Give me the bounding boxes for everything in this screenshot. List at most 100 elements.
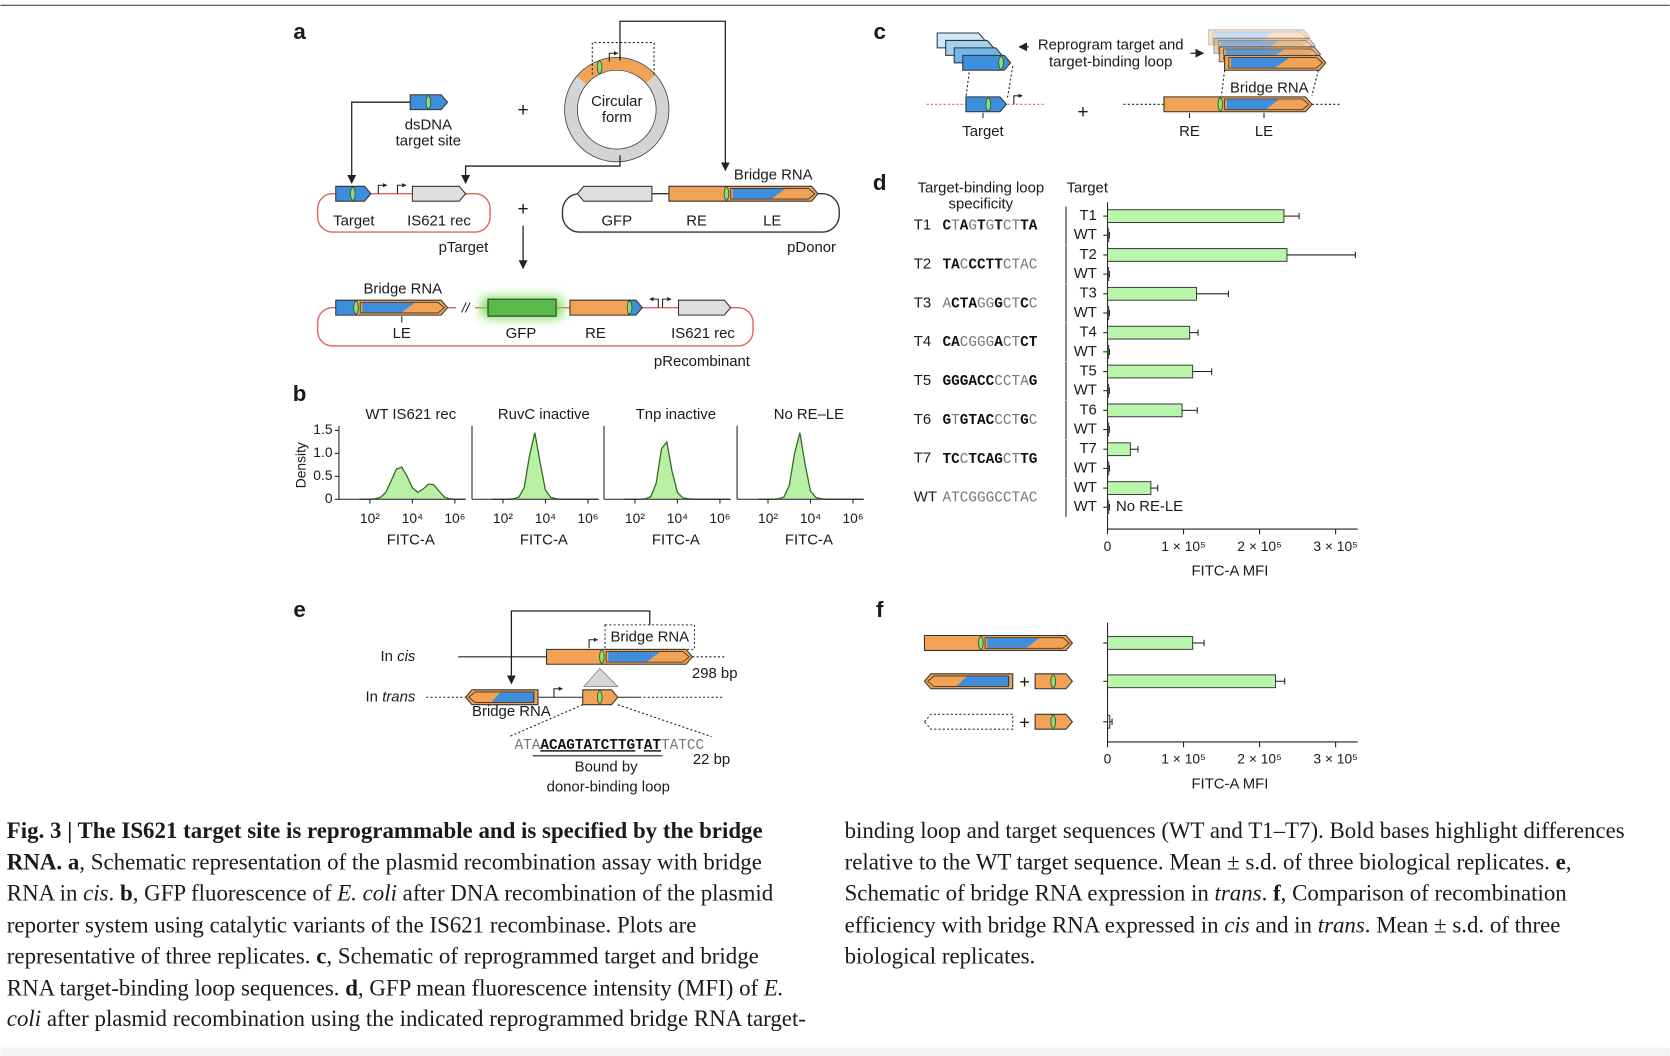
- caption-run: , GFP fluorescence of: [132, 880, 338, 906]
- bridge-rna: [1219, 96, 1313, 113]
- junction: [626, 300, 633, 315]
- junction: [998, 55, 1004, 70]
- loop-name: T3: [914, 295, 931, 311]
- label: specificity: [949, 196, 1014, 212]
- loop-sequence: CTAGTGTCTTA: [943, 218, 1038, 234]
- re-gene: [1163, 96, 1221, 113]
- dotted-guide: [965, 72, 970, 99]
- y-tick-label: 1.0: [313, 444, 333, 460]
- label: LE: [393, 326, 411, 342]
- bridge-blue: [608, 652, 660, 662]
- word: In: [366, 689, 378, 705]
- word-italic: trans: [382, 689, 416, 705]
- label: GFP: [506, 326, 537, 342]
- x-tick-label: 0: [1104, 751, 1112, 767]
- sequence-segment: ACAGTATCTTG: [540, 738, 635, 754]
- bridge-blue: [732, 188, 786, 199]
- bar: [1107, 306, 1110, 320]
- junction: [1050, 674, 1056, 689]
- bar: [1107, 481, 1152, 495]
- bridge-outline: [359, 301, 445, 314]
- is621-rec: [411, 185, 467, 202]
- y-axis-label: Density: [292, 442, 308, 488]
- zoom-guide: [617, 704, 712, 738]
- y-tick-label: 0: [325, 490, 333, 506]
- bar: [1107, 674, 1277, 689]
- annotation: No RE-LE: [1116, 499, 1183, 515]
- label: Bound by: [575, 759, 638, 775]
- category-label: T6: [1079, 402, 1096, 418]
- bar: [1107, 325, 1191, 340]
- x-tick-label: 10²: [360, 510, 380, 526]
- label: pDonor: [787, 240, 836, 256]
- caption-run: d: [345, 974, 358, 1001]
- bar: [1107, 636, 1194, 650]
- caption-run: f: [1273, 880, 1281, 906]
- x-tick-label: 10⁴: [800, 510, 821, 526]
- bar: [1107, 422, 1110, 437]
- plus-sign: +: [518, 100, 529, 121]
- loop-sequence: ATCGGGCCTAC: [943, 490, 1038, 506]
- label: donor-binding loop: [547, 780, 670, 796]
- bar: [1107, 442, 1131, 457]
- label: Target: [333, 213, 375, 229]
- category-label: T3: [1079, 286, 1096, 302]
- circle-outer: [564, 57, 670, 163]
- x-axis-label: FITC-A: [785, 533, 833, 549]
- sequence-segment: TATCC: [661, 738, 704, 754]
- junction: [1217, 97, 1224, 112]
- category-label: WT: [1074, 227, 1097, 243]
- bridge-outline: [1224, 98, 1310, 111]
- plus-sign: +: [518, 199, 529, 220]
- label: Bridge RNA: [610, 630, 689, 646]
- caption-run: .: [1261, 880, 1274, 906]
- loop-name: T7: [914, 451, 931, 467]
- promoter: [662, 297, 672, 308]
- in-trans-label: In trans: [366, 689, 416, 705]
- category-label: T2: [1079, 247, 1096, 263]
- caption: Fig. 3 | The IS621 target site is reprog…: [7, 815, 1646, 1035]
- panel-label: a: [293, 19, 306, 44]
- break-bg: [456, 299, 476, 317]
- bar: [1107, 403, 1183, 418]
- x-tick-label: 10⁴: [667, 510, 688, 526]
- caption-run: , GFP mean fluorescence intensity (MFI) …: [357, 974, 764, 1001]
- re-gene: [569, 299, 630, 316]
- junction: [425, 95, 432, 110]
- re-gene: [545, 648, 603, 665]
- loop-sequence: ACTAGGGCTCC: [943, 296, 1038, 312]
- target-sequence: ATAACAGTATCTTGTATTATCC: [515, 738, 705, 754]
- x-axis-label: FITC-A MFI: [1191, 564, 1268, 580]
- junction: [723, 186, 730, 201]
- bar: [1107, 209, 1285, 223]
- bridge-rna: [980, 634, 1074, 651]
- category-label: T7: [1079, 441, 1096, 457]
- caption-run: cis: [83, 880, 109, 906]
- bridge-outline: [730, 187, 816, 200]
- bridge-rna: [355, 299, 449, 316]
- label: IS621 rec: [407, 213, 471, 229]
- x-tick-label: 2 × 10⁵: [1237, 538, 1282, 554]
- bridge-outline: [984, 637, 1070, 649]
- caption-run: .: [108, 880, 120, 906]
- bar: [1107, 228, 1110, 243]
- bridge-rna: [464, 689, 539, 706]
- bottom-band: [0, 1047, 1670, 1056]
- junction: [1050, 714, 1056, 729]
- bar: [1107, 461, 1110, 476]
- dotted-guide: [1311, 70, 1319, 96]
- gfp-gene: [576, 185, 653, 202]
- plus-sign: +: [1019, 713, 1030, 733]
- x-tick-label: 1 × 10⁵: [1161, 751, 1206, 767]
- panel-label: f: [876, 597, 884, 622]
- gfp-gene: [487, 298, 557, 317]
- junction: [978, 636, 984, 650]
- label: 22 bp: [693, 752, 730, 768]
- plot-title: WT IS621 rec: [365, 407, 456, 423]
- label: Bridge RNA: [734, 168, 813, 184]
- y-tick-label: 1.5: [313, 421, 333, 437]
- loop-sequence: TCCTCAGCTTG: [943, 452, 1038, 468]
- plus-sign: +: [1019, 672, 1030, 692]
- loop-sequence: TACCCTTCTAC: [943, 257, 1038, 273]
